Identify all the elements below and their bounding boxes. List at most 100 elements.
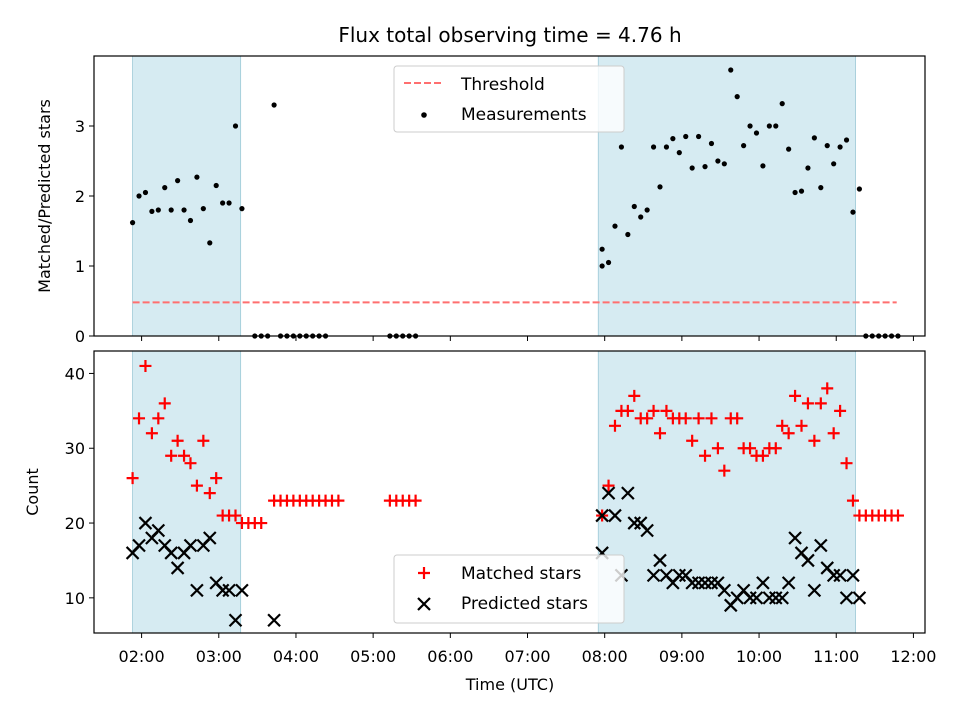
bottom-legend-box <box>393 554 625 624</box>
measurements-point <box>670 136 676 142</box>
measurements-point <box>599 246 605 252</box>
x-tick-label: 02:00 <box>119 647 165 666</box>
top-legend: Threshold Measurements <box>393 65 625 133</box>
measurements-point <box>663 144 670 150</box>
predicted-stars-point <box>653 553 667 568</box>
measurements-point <box>129 220 136 226</box>
predicted-stars-point <box>801 553 815 568</box>
matched-stars-point <box>660 404 673 417</box>
x-tick-label: 11:00 <box>813 647 859 666</box>
predicted-stars-point <box>132 538 146 553</box>
predicted-stars-point <box>601 486 616 500</box>
measurements-point <box>695 133 702 140</box>
matched-stars-point <box>891 509 904 522</box>
predicted-stars-point <box>190 583 204 598</box>
matched-stars-point <box>602 479 615 492</box>
x-tick-label: 03:00 <box>196 647 242 666</box>
predicted-stars-point <box>222 583 236 598</box>
predicted-stars-point <box>608 508 622 523</box>
bottom-legend: Matched stars Predicted stars <box>393 554 625 624</box>
bottom-plot-marks <box>125 359 904 628</box>
measurements-point <box>676 150 682 156</box>
predicted-stars-point <box>215 583 230 598</box>
predicted-stars-point <box>698 576 712 590</box>
measurements-point <box>142 189 149 196</box>
predicted-stars-point <box>646 568 661 583</box>
predicted-stars-point <box>685 576 699 590</box>
matched-stars-point <box>255 517 268 530</box>
matched-stars-point <box>821 382 834 395</box>
matched-stars-point <box>840 457 853 470</box>
matched-stars-point <box>654 427 667 440</box>
measurements-point <box>605 259 612 266</box>
measurements-point <box>612 223 618 229</box>
predicted-stars-point <box>235 583 249 598</box>
matched-stars-point <box>731 412 744 425</box>
measurements-point <box>213 182 219 189</box>
measurements-point <box>773 123 779 129</box>
matched-stars-point <box>171 434 184 447</box>
matched-stars-point <box>711 442 724 455</box>
shaded-interval-2 <box>597 350 856 634</box>
top-legend-box <box>393 65 625 133</box>
matched-stars-point <box>834 404 847 417</box>
matched-stars-legend-label: Matched stars <box>461 564 581 584</box>
predicted-stars-point <box>672 568 687 583</box>
x-tick-label: 06:00 <box>427 647 473 666</box>
top-shaded-regions <box>132 55 856 337</box>
measurements-legend-swatch <box>421 112 427 118</box>
predicted-stars-point <box>627 516 642 530</box>
measurements-point <box>856 186 862 192</box>
measurements-point <box>200 206 206 212</box>
predicted-stars-point <box>807 583 822 598</box>
measurements-point <box>728 67 734 73</box>
measurements-point <box>625 231 631 238</box>
y-tick-label: 0 <box>75 327 85 346</box>
x-axis-label: Time (UTC) <box>465 675 554 694</box>
predicted-stars-legend-label: Predicted stars <box>461 594 588 614</box>
measurements-point <box>650 144 657 150</box>
predicted-stars-point <box>717 583 732 598</box>
matched-stars-point <box>801 397 814 410</box>
predicted-stars-point <box>267 613 281 628</box>
x-tick-label: 07:00 <box>504 647 550 666</box>
measurements-point <box>818 185 824 191</box>
measurements-point <box>805 165 811 171</box>
matched-stars-point <box>808 434 821 447</box>
shaded-interval-1 <box>132 55 242 337</box>
matched-stars-point <box>846 494 859 507</box>
top-x-ticks <box>141 336 914 341</box>
predicted-stars-point <box>781 576 796 590</box>
matched-stars-point <box>686 434 699 447</box>
bottom-x-ticks: 02:00 03:00 04:00 05:00 06:00 07:00 08:00 09:00… <box>119 633 936 666</box>
measurements-point <box>702 164 708 170</box>
predicted-stars-point <box>164 546 178 560</box>
threshold-legend-label: Threshold <box>460 75 545 95</box>
predicted-stars-point <box>775 591 789 605</box>
predicted-stars-legend-swatch <box>417 597 431 611</box>
measurements-point <box>638 214 644 220</box>
measurements-point <box>721 161 727 167</box>
x-tick-label: 12:00 <box>890 647 936 666</box>
predicted-stars-point <box>704 576 719 590</box>
top-y-axis-label: Matched/Predicted stars <box>35 99 54 293</box>
measurements-point <box>155 207 161 213</box>
bottom-y-ticks: 10 20 30 40 <box>65 364 94 608</box>
measurements-point <box>194 174 200 180</box>
measurements-point <box>271 102 277 108</box>
matched-stars-point <box>705 412 718 425</box>
measurements-point <box>631 203 637 210</box>
measurements-point <box>715 158 721 164</box>
measurements-point <box>220 200 226 206</box>
matched-stars-point <box>158 397 171 410</box>
measurements-point <box>843 137 850 143</box>
shaded-interval-1 <box>132 350 242 634</box>
y-tick-label: 1 <box>75 257 85 276</box>
matched-stars-point <box>203 487 216 500</box>
matched-stars-point <box>679 412 692 425</box>
x-tick-label: 10:00 <box>736 647 782 666</box>
matched-stars-point <box>145 427 158 440</box>
measurements-point <box>207 240 213 246</box>
matched-stars-point <box>165 449 178 462</box>
